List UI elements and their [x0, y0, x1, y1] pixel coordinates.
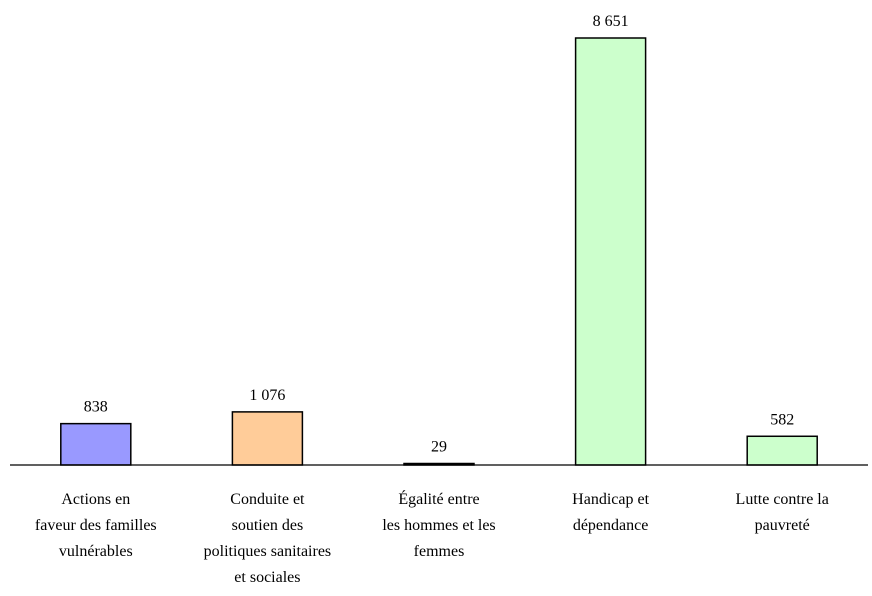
- bar-1: [231, 411, 304, 466]
- category-label-line: Conduite et: [230, 491, 305, 508]
- category-labels-group: Actions en faveur des familles vulnérables…: [35, 489, 829, 586]
- category-label-line: et sociales: [234, 569, 300, 586]
- category-label-4: Lutte contre la pauvreté: [736, 491, 829, 534]
- bar-4: [746, 435, 818, 466]
- value-labels-group: 838 1 076 29 8 651 582: [84, 13, 794, 456]
- value-label-4: 582: [770, 411, 794, 428]
- category-label-line: pauvreté: [755, 517, 810, 534]
- bars-group: [60, 37, 818, 466]
- value-label-3: 8 651: [593, 13, 629, 30]
- category-label-line: soutien des: [232, 517, 304, 534]
- value-label-2: 29: [431, 439, 447, 456]
- category-label-line: politiques sanitaires: [204, 543, 332, 560]
- category-label-3: Handicap et dépendance: [572, 491, 649, 534]
- bar-3: [574, 37, 647, 466]
- category-label-line: faveur des familles: [35, 517, 157, 534]
- value-label-0: 838: [84, 399, 108, 416]
- category-label-1: Conduite et soutien des politiques sanitai…: [204, 491, 332, 586]
- category-label-line: Actions en: [61, 491, 130, 508]
- bar-0: [60, 422, 132, 466]
- category-label-line: Lutte contre la: [736, 491, 829, 508]
- category-label-line: Handicap et: [572, 491, 649, 508]
- category-label-line: vulnérables: [59, 543, 133, 560]
- category-label-line: les hommes et les: [382, 517, 495, 534]
- category-label-line: femmes: [414, 543, 465, 560]
- category-label-2: Égalité entre les hommes et les femmes: [382, 489, 495, 560]
- category-label-line: Égalité entre: [398, 489, 479, 508]
- category-label-0: Actions en faveur des familles vulnérables: [35, 491, 157, 560]
- category-label-line: dépendance: [573, 517, 649, 534]
- value-label-1: 1 076: [249, 387, 285, 404]
